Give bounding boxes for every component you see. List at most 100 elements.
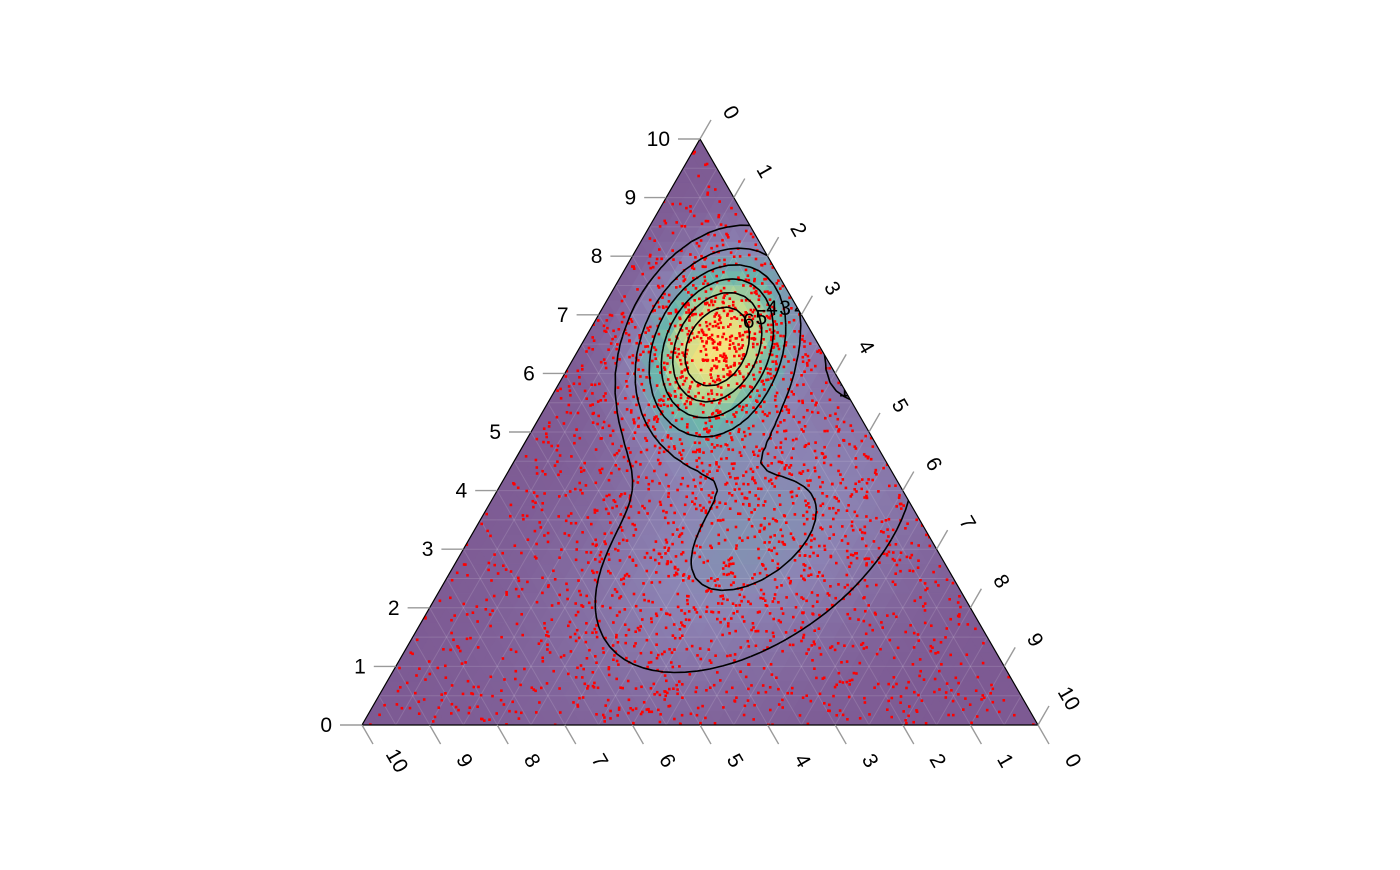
- data-point: [727, 622, 730, 625]
- data-point: [383, 703, 386, 707]
- data-point: [777, 619, 781, 622]
- data-point: [671, 411, 675, 415]
- left-axis-tick-label: 1: [354, 655, 366, 678]
- data-point: [862, 647, 866, 650]
- data-point: [763, 388, 766, 391]
- data-point: [826, 429, 829, 433]
- data-point: [437, 706, 441, 709]
- data-point: [737, 343, 740, 346]
- data-point: [601, 647, 605, 650]
- data-point: [686, 301, 690, 305]
- data-point: [985, 708, 989, 712]
- data-point: [795, 437, 798, 441]
- data-point: [465, 613, 469, 616]
- data-point: [811, 517, 815, 520]
- data-point: [710, 337, 713, 341]
- data-point: [904, 630, 907, 634]
- data-point: [658, 225, 662, 228]
- data-point: [803, 564, 807, 567]
- data-point: [892, 551, 895, 554]
- data-point: [773, 593, 777, 596]
- data-point: [770, 376, 773, 380]
- data-point: [734, 547, 738, 550]
- data-point: [602, 651, 605, 654]
- data-point: [757, 298, 761, 301]
- data-point: [624, 506, 628, 510]
- data-point: [695, 544, 698, 548]
- data-point: [663, 368, 667, 371]
- data-point: [751, 576, 754, 580]
- data-point: [715, 409, 718, 413]
- bottom-axis-tick: [428, 724, 442, 745]
- data-point: [1002, 699, 1006, 702]
- right-axis-tick-label: 6: [921, 453, 947, 475]
- data-point: [681, 526, 685, 530]
- data-point: [517, 717, 521, 720]
- data-point: [857, 480, 861, 483]
- data-point: [803, 532, 807, 536]
- data-point: [637, 359, 640, 362]
- data-point: [887, 550, 891, 554]
- data-point: [580, 568, 584, 572]
- data-point: [691, 491, 695, 495]
- data-point: [649, 325, 652, 329]
- data-point: [821, 677, 825, 680]
- data-point: [758, 571, 762, 575]
- data-point: [817, 627, 821, 630]
- grid-line: [733, 461, 887, 725]
- data-point: [577, 636, 581, 640]
- data-point: [531, 499, 535, 503]
- data-point: [742, 430, 746, 434]
- data-point: [491, 694, 494, 698]
- data-point: [753, 314, 757, 318]
- data-point: [688, 316, 691, 319]
- data-point: [632, 437, 635, 440]
- data-point: [711, 477, 714, 480]
- data-point: [689, 338, 692, 342]
- data-point: [697, 391, 700, 395]
- data-point: [552, 569, 555, 573]
- data-point: [787, 576, 791, 580]
- data-point: [647, 482, 651, 486]
- data-point: [658, 446, 662, 450]
- data-point: [804, 444, 808, 447]
- data-point: [965, 653, 969, 656]
- data-point: [916, 566, 920, 569]
- data-point: [593, 508, 597, 512]
- data-point: [920, 699, 924, 702]
- contour-label: 5: [755, 307, 767, 330]
- data-point: [722, 309, 726, 313]
- data-point: [666, 378, 670, 381]
- data-point: [776, 562, 780, 566]
- data-point: [621, 538, 625, 542]
- contour-line-3: [648, 264, 787, 438]
- data-point: [674, 395, 677, 398]
- data-point: [697, 456, 701, 460]
- data-point: [687, 577, 690, 580]
- data-point: [737, 276, 740, 279]
- data-point: [694, 485, 697, 488]
- data-point: [717, 411, 721, 414]
- data-point: [865, 494, 868, 498]
- data-point: [837, 381, 840, 385]
- data-point: [769, 372, 772, 376]
- data-point: [698, 504, 702, 507]
- data-point: [605, 494, 608, 498]
- data-point: [888, 543, 892, 547]
- bottom-axis-tick-label: 8: [519, 750, 545, 772]
- data-point: [768, 541, 771, 544]
- data-point: [830, 645, 834, 648]
- data-point: [685, 206, 688, 210]
- data-point: [729, 583, 733, 587]
- data-point: [865, 563, 868, 567]
- data-point: [763, 262, 767, 266]
- data-point: [720, 457, 723, 461]
- data-point: [779, 314, 783, 317]
- data-point: [417, 712, 421, 715]
- data-point: [428, 672, 432, 676]
- data-point: [792, 415, 795, 419]
- data-point: [771, 723, 774, 725]
- data-point: [662, 399, 665, 402]
- data-point: [741, 615, 744, 619]
- data-point: [753, 291, 757, 294]
